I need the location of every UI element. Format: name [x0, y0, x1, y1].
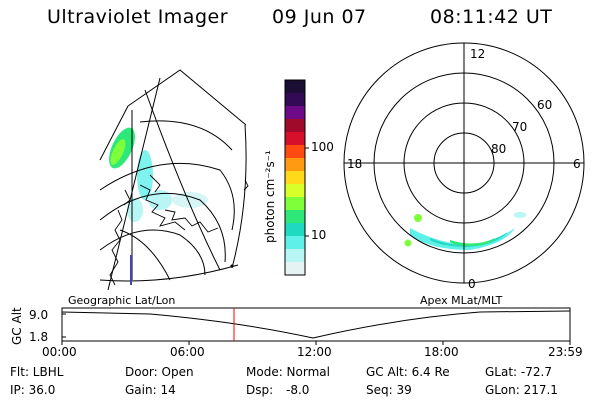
time-label: 08:11:42 UT: [430, 6, 553, 28]
colorbar-segment: [285, 210, 305, 224]
colorbar-segment: [285, 93, 305, 107]
gain-status: Gain: 14: [125, 383, 176, 397]
colorbar-tick-label-100: 100: [311, 140, 334, 154]
ytick-top: 9.0: [29, 308, 49, 322]
glon-status: GLon: 217.1: [485, 383, 558, 397]
xtick-1200: 12:00: [297, 345, 332, 359]
date-label: 09 Jun 07: [272, 6, 367, 28]
colorbar-segment: [285, 145, 305, 159]
colorbar-segment: [285, 158, 305, 172]
colorbar-tick-label-10: 10: [311, 228, 327, 242]
mlat-label-70: 70: [512, 120, 528, 134]
xtick-0000: 00:00: [42, 345, 77, 359]
colorbar-segment: [285, 132, 305, 146]
mlat-label-80: 80: [491, 142, 507, 156]
altitude-curve: [61, 310, 571, 339]
geographic-caption: Geographic Lat/Lon: [68, 294, 176, 307]
mode-status: Mode: Normal: [246, 365, 330, 379]
geographic-aurora: [109, 127, 208, 222]
xtick-2359: 23:59: [548, 345, 583, 359]
xtick-1800: 18:00: [424, 345, 459, 359]
dsp-value: -8.0: [286, 383, 310, 397]
yaxis-label: GC Alt: [10, 307, 24, 345]
mlat-label-60: 60: [537, 98, 553, 112]
colorbar-segment: [285, 119, 305, 133]
ytick-bottom: 1.8: [29, 330, 49, 344]
door-status: Door: Open: [125, 365, 194, 379]
instrument-title: Ultraviolet Imager: [47, 6, 229, 28]
timeline-plot: [61, 307, 571, 345]
mlt-label-12: 12: [470, 47, 486, 61]
colorbar-segment: [285, 184, 305, 198]
apex-caption: Apex MLat/MLT: [420, 294, 503, 307]
colorbar-segment: [285, 236, 305, 250]
mlt-label-18: 18: [347, 157, 363, 171]
ip-status: IP: 36.0: [10, 383, 56, 397]
mlt-label-0: 0: [468, 277, 476, 291]
colorbar-unit-label: photon cm⁻²s⁻¹: [263, 150, 277, 243]
polar-aurora: [404, 212, 526, 250]
gcalt-status: GC Alt: 6.4 Re: [366, 365, 450, 379]
colorbar: [285, 80, 305, 276]
geographic-map: [99, 69, 249, 291]
mlt-label-6: 6: [573, 157, 581, 171]
colorbar-segment: [285, 223, 305, 237]
dsp-label: Dsp:: [246, 383, 274, 397]
glat-status: GLat: -72.7: [485, 365, 552, 379]
colorbar-segment: [285, 106, 305, 120]
seq-status: Seq: 39: [366, 383, 412, 397]
colorbar-segment: [285, 171, 305, 185]
polar-plot: [343, 42, 585, 284]
colorbar-segment: [285, 262, 305, 276]
colorbar-frame: [284, 79, 306, 276]
colorbar-segment: [285, 197, 305, 211]
xtick-0600: 06:00: [170, 345, 205, 359]
colorbar-segment: [285, 249, 305, 263]
flt-status: Flt: LBHL: [10, 365, 64, 379]
colorbar-segment: [285, 80, 305, 94]
